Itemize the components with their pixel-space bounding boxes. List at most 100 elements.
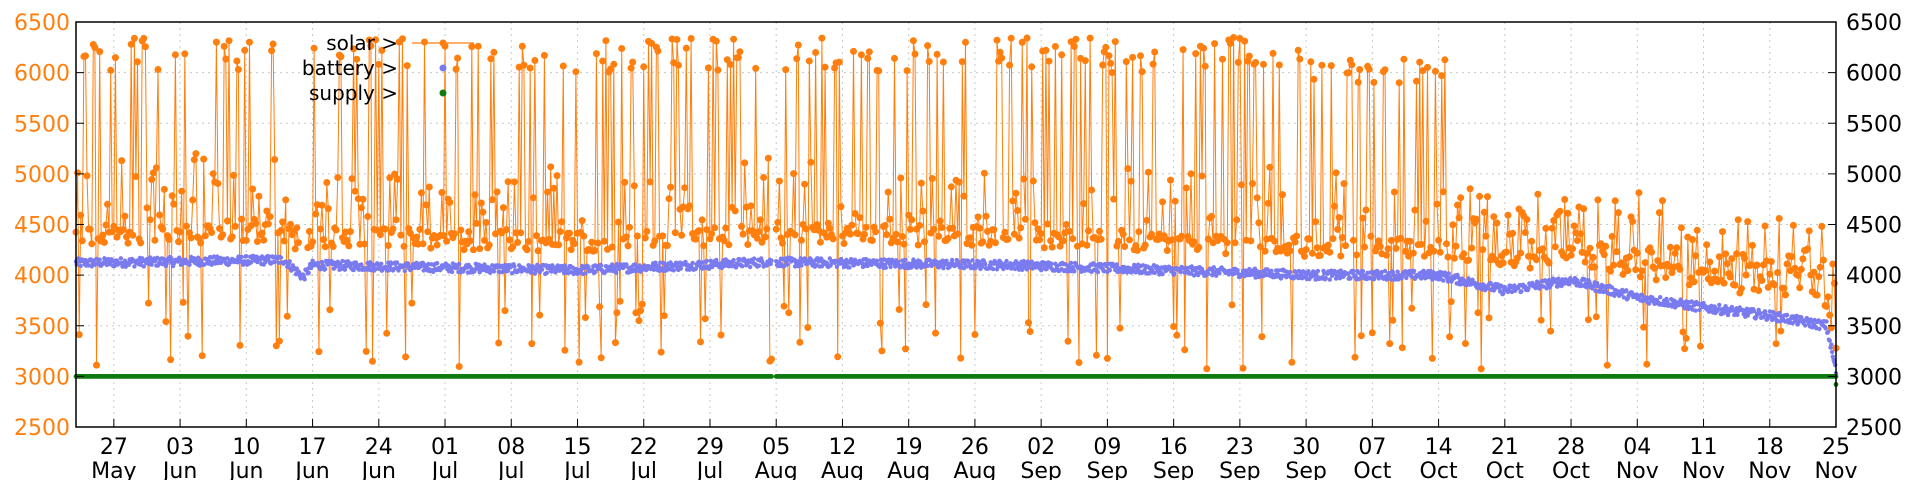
solar-point — [523, 246, 531, 254]
solar-point — [1417, 240, 1425, 248]
solar-point — [1222, 250, 1230, 258]
battery-point — [798, 256, 803, 261]
solar-point — [1509, 229, 1517, 237]
solar-point — [1296, 55, 1304, 63]
solar-point — [1337, 252, 1345, 260]
x-tick-month-label: Jul — [430, 459, 459, 480]
solar-point — [1171, 197, 1179, 205]
solar-point — [1452, 242, 1460, 250]
battery-point — [819, 264, 825, 269]
solar-point — [1643, 360, 1651, 368]
solar-point — [580, 232, 588, 240]
solar-point — [1651, 264, 1659, 272]
solar-point — [362, 347, 370, 355]
solar-point — [231, 222, 239, 230]
solar-point — [794, 41, 802, 49]
battery-point — [656, 264, 661, 269]
solar-point — [1359, 214, 1367, 222]
battery-point — [434, 261, 440, 266]
solar-point — [283, 312, 291, 320]
solar-point — [1107, 59, 1115, 67]
battery-point — [211, 254, 217, 259]
solar-point — [1774, 269, 1782, 276]
solar-point — [1584, 316, 1592, 324]
x-tick-day-label: 14 — [1425, 435, 1453, 460]
battery-point — [1567, 281, 1572, 287]
solar-point — [457, 226, 465, 234]
battery-point — [539, 267, 545, 272]
solar-point — [384, 242, 392, 249]
solar-point — [212, 38, 220, 46]
solar-point — [529, 194, 537, 202]
solar-point — [1499, 259, 1507, 267]
solar-point — [487, 55, 495, 63]
x-tick-month-label: Aug — [821, 459, 864, 480]
solar-point — [687, 35, 695, 42]
solar-point — [233, 57, 241, 65]
solar-point — [1444, 253, 1452, 261]
solar-point — [958, 58, 966, 66]
solar-point — [421, 38, 428, 46]
solar-point — [1324, 241, 1332, 249]
solar-point — [1025, 319, 1032, 327]
solar-point — [932, 329, 939, 337]
solar-point — [640, 63, 648, 71]
solar-point — [1133, 246, 1141, 254]
solar-point — [1438, 72, 1446, 80]
solar-point — [1466, 185, 1474, 193]
solar-point — [635, 317, 643, 325]
battery-point — [599, 263, 604, 268]
solar-point — [868, 237, 876, 244]
solar-point — [613, 309, 621, 317]
solar-point — [1111, 38, 1119, 46]
solar-point — [425, 183, 433, 191]
solar-point — [1255, 219, 1263, 227]
battery-point — [132, 264, 137, 269]
solar-point — [531, 57, 539, 64]
solar-point — [615, 218, 622, 226]
solar-point — [763, 225, 771, 233]
x-tick-month-label: Jun — [227, 459, 263, 480]
solar-point — [201, 232, 209, 240]
solar-point — [1114, 237, 1122, 245]
solar-point — [559, 62, 567, 70]
solar-point — [1484, 193, 1491, 201]
battery-point — [1735, 312, 1740, 317]
solar-point — [711, 224, 719, 232]
solar-point — [1796, 284, 1804, 292]
battery-point — [834, 264, 840, 269]
solar-point — [310, 44, 318, 52]
solar-point — [1362, 206, 1370, 214]
solar-point — [520, 61, 528, 69]
solar-point — [1044, 220, 1051, 228]
solar-point — [375, 60, 383, 68]
solar-point — [214, 180, 222, 187]
solar-point — [739, 230, 747, 238]
supply-point — [769, 374, 774, 379]
solar-point — [665, 195, 673, 203]
solar-point — [1047, 237, 1055, 245]
solar-point — [102, 221, 110, 229]
solar-point — [151, 236, 159, 244]
solar-point — [1198, 172, 1206, 180]
solar-point — [1233, 216, 1241, 224]
solar-point — [312, 210, 320, 218]
solar-point — [1376, 242, 1384, 250]
battery-point — [512, 264, 517, 269]
series-battery — [73, 253, 1839, 376]
solar-point — [1443, 240, 1450, 248]
solar-point — [657, 348, 665, 356]
solar-point — [1457, 194, 1465, 202]
solar-point — [1767, 258, 1775, 266]
battery-point — [373, 266, 378, 272]
solar-point — [1258, 333, 1266, 341]
solar-point — [840, 240, 848, 247]
solar-point — [802, 225, 810, 233]
solar-point — [895, 306, 903, 313]
solar-point — [1291, 238, 1299, 246]
solar-point — [1329, 235, 1337, 243]
solar-point — [400, 242, 408, 250]
solar-point — [1144, 168, 1152, 176]
solar-point — [1436, 248, 1444, 256]
solar-point — [1532, 256, 1540, 264]
